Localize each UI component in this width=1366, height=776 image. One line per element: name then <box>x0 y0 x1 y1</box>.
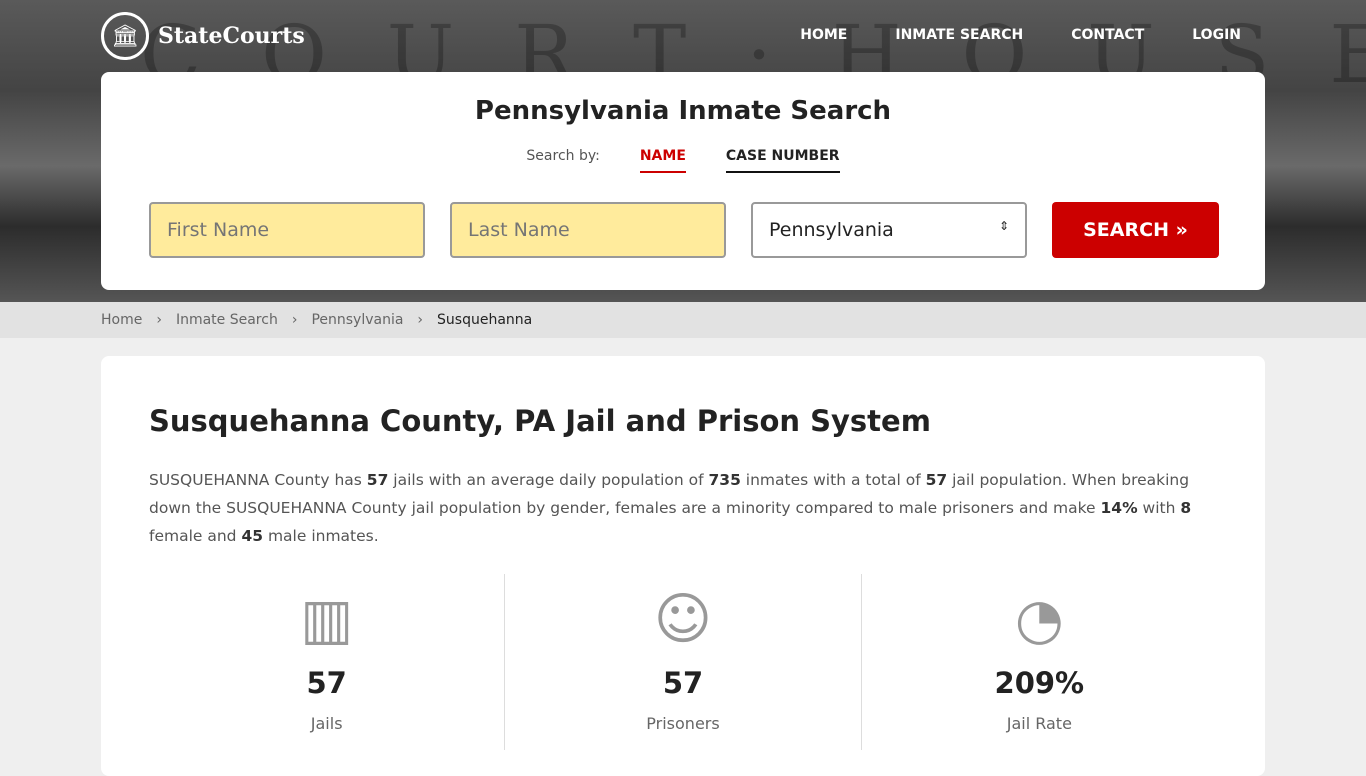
jail-icon: ▥ <box>300 587 354 652</box>
chevron-right-icon: › <box>156 312 162 328</box>
nav-contact[interactable]: CONTACT <box>1071 27 1145 43</box>
stat-jails: ▥ 57 Jails <box>149 574 504 750</box>
page-title: Susquehanna County, PA Jail and Prison S… <box>149 404 931 438</box>
search-card: Pennsylvania Inmate Search Search by: NA… <box>101 72 1265 290</box>
nav-home[interactable]: HOME <box>800 27 848 43</box>
stat-jail-rate: ◔ 209% Jail Rate <box>860 574 1217 750</box>
prisoner-icon: ☺ <box>653 587 713 652</box>
top-nav: HOME INMATE SEARCH CONTACT LOGIN <box>800 27 1241 43</box>
select-arrows-icon: ⇕ <box>998 219 1009 233</box>
courthouse-icon: 🏛 <box>101 12 149 60</box>
crumb-current: Susquehanna <box>437 312 533 328</box>
search-title: Pennsylvania Inmate Search <box>474 96 892 126</box>
brand-name: StateCourts <box>158 23 305 49</box>
pie-chart-icon: ◔ <box>1014 587 1064 652</box>
crumb-pennsylvania[interactable]: Pennsylvania <box>311 312 404 328</box>
content-card: Susquehanna County, PA Jail and Prison S… <box>101 356 1265 776</box>
first-name-input[interactable] <box>149 202 425 258</box>
tab-case-number[interactable]: CASE NUMBER <box>725 148 840 173</box>
search-by-label: Search by: <box>526 148 600 164</box>
breadcrumb: Home › Inmate Search › Pennsylvania › Susqu… <box>0 302 1366 338</box>
search-button[interactable]: SEARCH » <box>1052 202 1219 258</box>
chevron-right-icon: › <box>417 312 424 328</box>
hero-banner: COURT·HOUSE 🏛 StateCourts HOME INMATE SEA… <box>0 0 1366 302</box>
crumb-inmate-search[interactable]: Inmate Search <box>175 312 278 328</box>
summary-text: SUSQUEHANNA County has 57 jails with an … <box>149 471 1192 545</box>
nav-inmate-search[interactable]: INMATE SEARCH <box>895 27 1024 43</box>
nav-login[interactable]: LOGIN <box>1192 27 1241 43</box>
logo[interactable]: 🏛 StateCourts <box>101 12 305 60</box>
last-name-input[interactable] <box>450 202 726 258</box>
chevron-right-icon: › <box>291 312 298 328</box>
state-select[interactable]: Pennsylvania ⇕ <box>751 202 1027 258</box>
stat-prisoners: ☺ 57 Prisoners <box>504 574 860 750</box>
crumb-home[interactable]: Home <box>101 312 143 328</box>
tab-name[interactable]: NAME <box>639 148 686 173</box>
state-value: Pennsylvania <box>769 219 894 241</box>
